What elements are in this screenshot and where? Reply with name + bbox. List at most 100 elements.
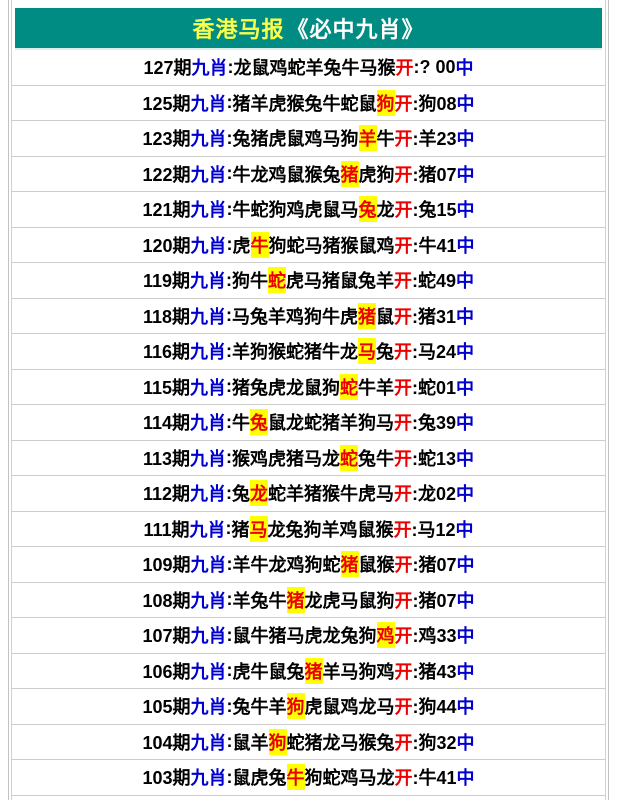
result-text: :? 00 bbox=[413, 56, 456, 77]
zodiac-char: 虎 bbox=[358, 484, 377, 505]
result-row: 114期 九肖: 牛兔鼠龙蛇猪羊狗马开:兔39 中 bbox=[12, 405, 605, 441]
zodiac-list: 兔牛羊狗虎鼠鸡龙马 bbox=[233, 693, 395, 720]
category-label: 九肖 bbox=[190, 271, 227, 292]
category-label: 九肖 bbox=[190, 732, 227, 753]
result-text: :狗32 bbox=[412, 732, 457, 753]
colon-separator: : bbox=[226, 127, 233, 148]
zodiac-char: 猪 bbox=[231, 519, 250, 540]
zodiac-char: 兔 bbox=[250, 590, 269, 611]
page-container: 香港马报 《必中九肖》 127期 九肖: 龙鼠鸡蛇羊兔牛马猴开:? 00 中 125期… bbox=[8, 0, 609, 800]
colon-separator: : bbox=[226, 695, 233, 716]
zodiac-char: 鼠 bbox=[286, 164, 305, 185]
zodiac-char: 龙 bbox=[322, 626, 341, 647]
result-row: 106期 九肖: 虎牛鼠兔猪羊马狗鸡开:猪43 中 bbox=[12, 653, 605, 689]
result-text: :鸡33 bbox=[412, 626, 457, 647]
zodiac-char: 羊 bbox=[321, 519, 340, 540]
zodiac-list: 虎牛鼠兔猪羊马狗鸡 bbox=[233, 657, 395, 684]
result-row: 109期 九肖: 羊牛龙鸡狗蛇猪鼠猴开:猪07 中 bbox=[12, 547, 605, 583]
zodiac-char: 蛇 bbox=[286, 235, 305, 256]
result-row: 103期 九肖: 鼠虎兔牛狗蛇鸡马龙开:牛41 中 bbox=[12, 760, 605, 796]
zodiac-char: 牛 bbox=[376, 129, 395, 150]
highlighted-zodiac: 羊 bbox=[358, 125, 377, 152]
category-label: 九肖 bbox=[190, 768, 227, 789]
zodiac-char: 鼠 bbox=[304, 377, 323, 398]
hit-label: 中 bbox=[456, 484, 475, 505]
result-row: 116期 九肖: 羊狗猴蛇猪牛龙马兔开:马24 中 bbox=[12, 334, 605, 370]
zodiac-list: 羊兔牛猪龙虎马鼠狗 bbox=[233, 586, 395, 613]
zodiac-list: 鼠牛猪马虎龙兔狗鸡 bbox=[233, 622, 395, 649]
result-row: 111期 九肖: 猪马龙兔狗羊鸡鼠猴开:马12 中 bbox=[12, 511, 605, 547]
kai-label: 开 bbox=[394, 590, 413, 611]
zodiac-list: 龙鼠鸡蛇羊兔牛马猴 bbox=[234, 54, 396, 80]
hit-label: 中 bbox=[456, 271, 475, 292]
result-row: 127期 九肖: 龙鼠鸡蛇羊兔牛马猴开:? 00 中 bbox=[12, 50, 605, 86]
zodiac-char: 龙 bbox=[340, 342, 359, 363]
zodiac-char: 猪 bbox=[322, 235, 341, 256]
highlighted-zodiac: 狗 bbox=[376, 89, 395, 116]
header-divider bbox=[15, 48, 602, 50]
zodiac-char: 牛 bbox=[341, 58, 360, 79]
hit-label: 中 bbox=[456, 235, 475, 256]
zodiac-char: 羊 bbox=[376, 271, 395, 292]
result-text: :猪31 bbox=[412, 306, 457, 327]
category-label: 九肖 bbox=[190, 697, 227, 718]
result-text: :蛇01 bbox=[412, 377, 457, 398]
result-text: :马24 bbox=[412, 342, 457, 363]
colon-separator: : bbox=[226, 163, 233, 184]
highlighted-zodiac: 猪 bbox=[340, 160, 359, 187]
period-label: 107期 bbox=[142, 626, 191, 647]
zodiac-char: 龙 bbox=[250, 164, 269, 185]
colon-separator: : bbox=[226, 482, 233, 503]
zodiac-char: 蛇 bbox=[322, 768, 341, 789]
zodiac-char: 龙 bbox=[322, 448, 341, 469]
zodiac-char: 龙 bbox=[286, 413, 305, 434]
hit-label: 中 bbox=[456, 164, 475, 185]
result-row: 115期 九肖: 猪兔虎龙鼠狗蛇牛羊开:蛇01 中 bbox=[12, 369, 605, 405]
zodiac-char: 猴 bbox=[322, 484, 341, 505]
zodiac-char: 兔 bbox=[376, 342, 395, 363]
zodiac-char: 狗 bbox=[304, 555, 323, 576]
zodiac-char: 鼠 bbox=[340, 271, 359, 292]
zodiac-char: 兔 bbox=[250, 306, 269, 327]
kai-label: 开 bbox=[394, 342, 413, 363]
period-label: 109期 bbox=[142, 555, 191, 576]
zodiac-char: 狗 bbox=[358, 413, 377, 434]
zodiac-char: 鼠 bbox=[251, 58, 270, 79]
zodiac-char: 龙 bbox=[376, 200, 395, 221]
kai-label: 开 bbox=[394, 768, 413, 789]
zodiac-char: 虎 bbox=[304, 200, 323, 221]
zodiac-char: 马 bbox=[232, 306, 251, 327]
zodiac-char: 鼠 bbox=[268, 661, 287, 682]
kai-label: 开 bbox=[394, 129, 413, 150]
zodiac-char: 狗 bbox=[376, 590, 395, 611]
zodiac-char: 龙 bbox=[267, 519, 286, 540]
zodiac-list: 兔猪虎鼠鸡马狗羊牛 bbox=[233, 125, 395, 152]
zodiac-list: 猪兔虎龙鼠狗蛇牛羊 bbox=[232, 373, 394, 400]
period-label: 125期 bbox=[142, 93, 191, 114]
zodiac-char: 鸡 bbox=[286, 306, 305, 327]
zodiac-char: 蛇 bbox=[287, 58, 306, 79]
zodiac-char: 龙 bbox=[358, 697, 377, 718]
zodiac-char: 龙 bbox=[376, 768, 395, 789]
result-text: :猪43 bbox=[412, 661, 457, 682]
highlighted-zodiac: 鸡 bbox=[376, 622, 395, 649]
zodiac-char: 羊 bbox=[286, 484, 305, 505]
zodiac-char: 马 bbox=[376, 413, 395, 434]
category-label: 九肖 bbox=[190, 200, 227, 221]
period-label: 116期 bbox=[142, 342, 191, 363]
zodiac-char: 虎 bbox=[340, 306, 359, 327]
zodiac-char: 蛇 bbox=[304, 413, 323, 434]
highlighted-zodiac: 牛 bbox=[286, 764, 305, 791]
zodiac-char: 虎 bbox=[358, 164, 377, 185]
zodiac-char: 马 bbox=[358, 768, 377, 789]
result-text: :猪07 bbox=[412, 590, 457, 611]
colon-separator: : bbox=[225, 518, 232, 539]
zodiac-char: 兔 bbox=[323, 58, 342, 79]
zodiac-char: 牛 bbox=[250, 555, 269, 576]
zodiac-char: 鼠 bbox=[357, 519, 376, 540]
result-text: :兔39 bbox=[412, 413, 457, 434]
kai-label: 开 bbox=[394, 235, 413, 256]
zodiac-char: 牛 bbox=[250, 697, 269, 718]
zodiac-char: 牛 bbox=[250, 661, 269, 682]
period-label: 104期 bbox=[142, 732, 191, 753]
